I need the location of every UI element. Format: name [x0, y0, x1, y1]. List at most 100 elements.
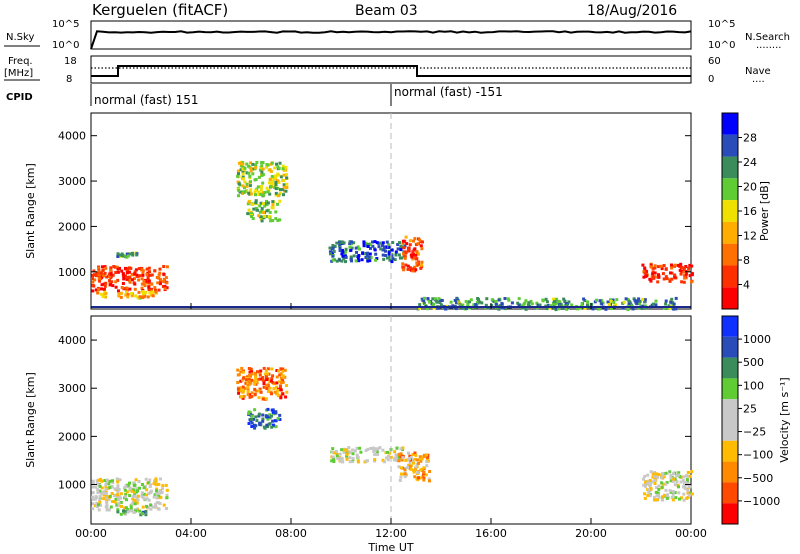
power-echo-cell: [262, 193, 266, 197]
velocity-echo-cell: [146, 481, 150, 485]
velocity-echo-cell: [123, 506, 127, 510]
power-echo-cell: [109, 275, 113, 278]
power-echo-cell: [507, 298, 511, 302]
velocity-echo-cell: [116, 508, 120, 512]
velocity-echo-cell: [130, 502, 134, 506]
power-echo-cell: [281, 187, 285, 191]
velocity-echo-cell: [686, 487, 690, 491]
power-echo-cell: [104, 266, 108, 270]
velocity-echo-cell: [652, 495, 656, 499]
power-colorbar-swatch-1: [722, 134, 738, 157]
power-echo-cell: [643, 300, 647, 304]
velocity-echo-cell: [98, 494, 102, 498]
velocity-echo-cell: [159, 477, 162, 481]
power-echo-cell: [497, 298, 501, 302]
power-echo-cell: [521, 306, 525, 310]
velocity-echo-cell: [657, 484, 661, 488]
power-echo-cell: [254, 199, 258, 203]
power-echo-cell: [150, 273, 154, 277]
power-echo-cell: [338, 249, 342, 252]
power-echo-cell: [350, 259, 353, 263]
power-echo-cell: [439, 303, 443, 307]
power-echo-cell: [125, 268, 129, 272]
power-echo-cell: [668, 279, 672, 283]
power-echo-cell: [121, 254, 125, 258]
velocity-echo-cell: [269, 379, 273, 383]
power-echo-cell: [591, 307, 595, 311]
velocity-echo-cell: [116, 486, 120, 490]
power-echo-cell: [384, 249, 387, 253]
power-echo-cell: [553, 300, 556, 304]
velocity-echo-cell: [427, 477, 431, 481]
velocity-echo-cell: [683, 487, 687, 491]
power-echo-cell: [268, 168, 272, 172]
power-echo-cell: [236, 169, 240, 173]
power-echo-cell: [109, 269, 113, 273]
power-echo-cell: [111, 273, 115, 277]
power-echo-cell: [465, 306, 468, 310]
power-echo-cell: [494, 299, 498, 303]
power-echo-cell: [497, 307, 501, 311]
power-echo-cell: [140, 282, 144, 286]
power-echo-cell: [352, 254, 356, 258]
power-echo-cell: [390, 248, 394, 252]
power-echo-cell: [517, 297, 521, 301]
velocity-echo-cell: [240, 366, 244, 370]
power-echo-cell: [350, 246, 354, 250]
power-echo-cell: [257, 190, 261, 194]
velocity-colorbar-label-2: 100: [743, 379, 764, 392]
velocity-echo-cell: [105, 480, 109, 484]
velocity-ytick-label-0: 4000: [58, 334, 86, 347]
power-echo-cell: [97, 266, 101, 270]
velocity-echo-cell: [107, 508, 111, 512]
power-echo-cell: [438, 301, 442, 304]
power-echo-cell: [150, 287, 153, 291]
power-ytick-label-0: 4000: [58, 130, 86, 143]
velocity-echo-cell: [97, 503, 100, 507]
power-echo-cell: [593, 300, 597, 304]
power-echo-cell: [274, 193, 278, 197]
velocity-echo-cell: [668, 489, 672, 493]
velocity-echo-cell: [331, 447, 335, 451]
power-echo-cell: [276, 186, 280, 190]
power-echo-cell: [654, 299, 658, 303]
power-colorbar-swatch-8: [722, 287, 738, 309]
power-echo-cell: [116, 252, 120, 256]
power-echo-cell: [680, 280, 684, 284]
power-echo-cell: [147, 279, 151, 283]
power-echo-cell: [247, 191, 251, 195]
power-echo-cell: [127, 270, 131, 274]
velocity-echo-cell: [270, 414, 273, 418]
power-echo-cell: [137, 278, 141, 282]
power-echo-cell: [357, 259, 361, 263]
power-y-axis: 4000 3000 2000 1000: [58, 130, 691, 279]
nave-tick-top: 60: [708, 56, 721, 67]
velocity-echo-cell: [679, 480, 683, 484]
velocity-echo-cell: [413, 475, 417, 479]
power-echo-cell: [156, 281, 160, 285]
velocity-echo-cell: [131, 497, 135, 501]
power-echo-cell: [357, 254, 361, 257]
power-echo-cell: [241, 175, 245, 179]
velocity-echo-cell: [239, 370, 243, 374]
velocity-echo-cell: [269, 390, 273, 394]
power-echo-cell: [433, 297, 437, 301]
velocity-echo-cell: [98, 484, 102, 488]
power-echo-cell: [282, 179, 286, 183]
power-echo-cell: [248, 184, 252, 188]
power-echo-cell: [259, 165, 263, 169]
velocity-echo-cell: [132, 483, 136, 487]
power-echo-cell: [659, 264, 663, 268]
power-echo-cell: [564, 302, 568, 306]
power-echo-cell: [384, 254, 388, 257]
power-echo-cell: [274, 210, 278, 214]
power-echo-cell: [254, 188, 258, 192]
power-echo-cell: [109, 271, 113, 274]
power-echo-cell: [279, 188, 282, 192]
velocity-echo-cell: [339, 459, 342, 463]
power-echo-cell: [544, 297, 548, 301]
power-echo-cell: [475, 300, 479, 304]
velocity-echo-cell: [247, 367, 251, 370]
velocity-echo-cell: [247, 379, 251, 383]
power-echo-cell: [278, 191, 282, 195]
